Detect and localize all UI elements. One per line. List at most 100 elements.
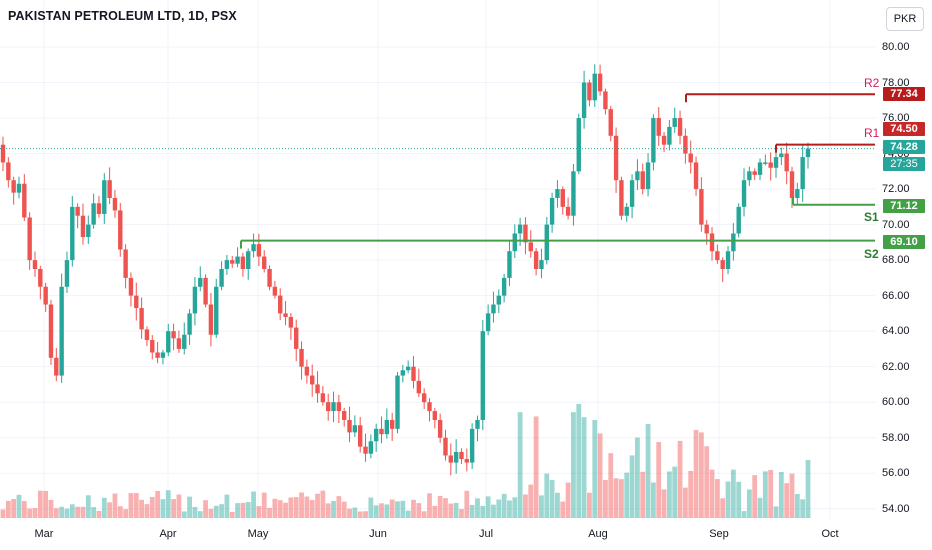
candle-body: [107, 180, 112, 198]
candle-body: [27, 217, 32, 261]
candle-body: [123, 249, 128, 278]
candle-body: [283, 313, 288, 317]
candle-body: [603, 91, 608, 110]
volume-bar: [523, 494, 528, 518]
candle-body: [405, 366, 411, 371]
candle-body: [613, 135, 619, 181]
volume-bar: [43, 490, 49, 518]
volume-bar: [453, 502, 459, 518]
volume-bar: [107, 502, 113, 518]
currency-button[interactable]: PKR: [886, 7, 924, 31]
candle-body: [118, 210, 123, 250]
volume-bar: [341, 501, 347, 518]
price-tick-label: 62.00: [882, 360, 910, 373]
r2-label: R2: [864, 76, 880, 90]
candle-body: [699, 189, 704, 225]
volume-bar: [96, 510, 102, 518]
volume-bar: [789, 473, 795, 518]
time-tick-label: Apr: [159, 528, 177, 540]
volume-bar: [299, 492, 304, 518]
volume-bar: [464, 490, 470, 518]
volume-bar: [272, 498, 278, 518]
candle-body: [661, 135, 667, 145]
volume-bar: [315, 493, 320, 518]
volume-bar: [443, 498, 448, 518]
volume-bar: [85, 495, 91, 518]
candle-body: [715, 251, 720, 261]
candle-body: [54, 357, 59, 376]
volume-bar: [645, 423, 651, 518]
volume-bar: [411, 499, 416, 518]
volume-bar: [203, 500, 208, 518]
candle-body: [373, 428, 379, 442]
candle-body: [331, 402, 336, 412]
volume-bar: [373, 505, 379, 518]
candle-body: [693, 162, 699, 190]
candle-body: [576, 118, 581, 172]
volume-bar: [405, 510, 411, 518]
candle-body: [768, 162, 773, 168]
volume-bar: [528, 484, 534, 518]
candle-body: [384, 419, 390, 435]
volume-bar: [256, 506, 262, 518]
volume-bar: [587, 492, 592, 518]
volume-bar: [608, 453, 614, 518]
price-tick-label: 54.00: [882, 502, 910, 515]
candle-body: [635, 171, 640, 181]
s2-label: S2: [864, 247, 879, 261]
candle-body: [523, 224, 528, 243]
volume-bar: [549, 480, 555, 518]
price-tick-label: 58.00: [882, 431, 910, 444]
volume-bar: [208, 508, 214, 518]
volume-bar: [389, 499, 395, 518]
volume-bar: [219, 504, 224, 518]
volume-bar: [629, 455, 635, 518]
candle-body: [491, 304, 496, 314]
candle-body: [251, 244, 256, 252]
volume-bar: [576, 403, 582, 518]
candle-body: [0, 144, 6, 163]
volume-bar: [235, 503, 240, 518]
price-tick-label: 70.00: [882, 218, 910, 231]
candle-body: [533, 251, 539, 269]
candle-body: [171, 331, 176, 339]
volume-bar: [698, 432, 704, 518]
candle-body: [214, 286, 219, 335]
candle-body: [421, 393, 427, 403]
volume-bar: [666, 471, 672, 518]
candle-body: [96, 203, 102, 214]
candle-body: [230, 260, 235, 264]
volume-bar: [603, 480, 608, 518]
candle-body: [496, 295, 501, 305]
volume-bar: [245, 502, 251, 518]
countdown-tag: 27:35: [883, 157, 925, 171]
candle-body: [400, 370, 406, 376]
candle-body: [320, 393, 326, 403]
volume-bar: [416, 503, 422, 518]
price-tick-label: 78.00: [882, 76, 910, 89]
price-tick-label: 72.00: [882, 183, 910, 196]
volume-bar: [517, 412, 523, 518]
candle-body: [203, 277, 208, 305]
volume-bar: [11, 499, 17, 518]
volume-bar: [395, 501, 400, 518]
volume-bar: [176, 494, 182, 518]
volume-bar: [59, 506, 65, 518]
volume-bar: [32, 508, 38, 518]
candle-body: [278, 295, 283, 314]
volume-bar: [69, 504, 75, 518]
volume-bar: [187, 496, 192, 518]
volume-bar: [123, 509, 129, 518]
candle-body: [464, 459, 470, 463]
volume-bar: [229, 511, 235, 518]
candle-body: [784, 153, 789, 172]
volume-bar: [16, 494, 22, 518]
volume-bar: [283, 502, 288, 518]
candle-body: [389, 419, 395, 429]
volume-bar: [485, 496, 491, 518]
candle-body: [677, 118, 683, 136]
volume-bar: [624, 472, 630, 518]
candle-body: [581, 82, 587, 119]
candle-body: [736, 206, 741, 234]
